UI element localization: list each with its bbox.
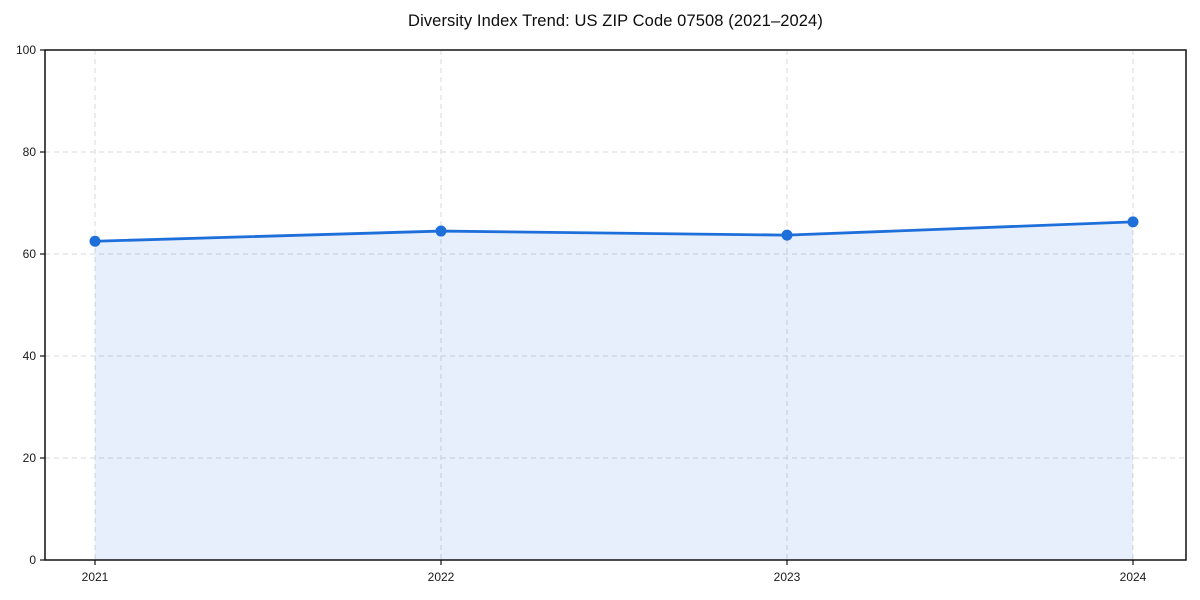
x-tick-label: 2021 (82, 570, 109, 584)
y-tick-label: 100 (16, 43, 36, 57)
data-point (435, 225, 447, 237)
trend-line (93, 220, 1135, 243)
chart-title: Diversity Index Trend: US ZIP Code 07508… (408, 12, 823, 30)
data-point (1127, 216, 1139, 228)
y-tick-label: 80 (23, 145, 37, 159)
y-tick-label: 40 (23, 349, 37, 363)
y-tick-label: 0 (29, 553, 36, 567)
area-fill (95, 221, 1133, 560)
data-point (781, 229, 793, 241)
x-tick-label: 2022 (428, 570, 455, 584)
x-tick-label: 2023 (774, 570, 801, 584)
y-tick-label: 60 (23, 247, 37, 261)
x-tick-label: 2024 (1120, 570, 1147, 584)
data-point (89, 235, 101, 247)
y-tick-label: 20 (23, 451, 37, 465)
axis-frame (44, 49, 1187, 561)
